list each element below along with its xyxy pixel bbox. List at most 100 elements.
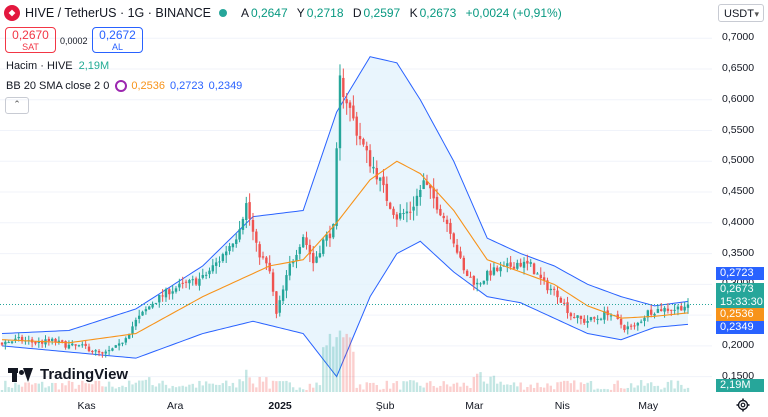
volume-bar: [362, 389, 365, 392]
buy-button[interactable]: 0,2672 AL: [92, 27, 143, 53]
candle-body: [278, 300, 281, 313]
volume-bar: [305, 389, 308, 392]
candle-body: [509, 262, 512, 267]
candle-body: [583, 318, 586, 323]
volume-bar: [158, 383, 161, 392]
candle-body: [275, 291, 278, 314]
candle-body: [348, 102, 352, 108]
volume-indicator-value: 2,19M: [78, 60, 110, 72]
candle-body: [512, 266, 516, 269]
volume-bar: [609, 389, 613, 392]
volume-bar: [372, 382, 375, 392]
candle-body: [516, 262, 519, 269]
candle-body: [536, 273, 539, 275]
volume-bar: [469, 388, 472, 392]
candle-body: [131, 326, 134, 334]
volume-bar: [663, 387, 666, 392]
candle-body: [104, 351, 107, 354]
volume-bar: [285, 380, 288, 392]
volume-bar: [506, 384, 509, 392]
volume-bar: [151, 385, 154, 392]
volume-bar: [342, 337, 345, 392]
tradingview-logo[interactable]: TradingView: [8, 366, 128, 383]
candle-body: [472, 276, 476, 285]
candle-body: [261, 256, 265, 258]
sell-button[interactable]: 0,2670 SAT: [5, 27, 56, 53]
bb-upper-line: [1, 56, 689, 335]
volume-bar: [676, 380, 680, 392]
candle-body: [338, 75, 342, 149]
candle-body: [562, 302, 566, 304]
gear-icon[interactable]: [736, 398, 750, 412]
volume-bar: [20, 386, 24, 392]
volume-bar: [546, 383, 549, 392]
volume-bar: [639, 380, 643, 392]
candle-body: [20, 336, 24, 342]
volume-bar: [623, 388, 626, 392]
volume-bar: [121, 385, 124, 392]
collapse-legend-button[interactable]: ⌃: [5, 97, 29, 114]
volume-bar: [552, 389, 556, 392]
volume-bar: [626, 387, 629, 392]
volume-bar: [81, 380, 84, 392]
volume-bar: [27, 382, 30, 392]
volume-indicator-legend[interactable]: Hacim · HIVE 2,19M: [6, 60, 109, 72]
candle-body: [636, 322, 640, 326]
volume-bar: [318, 385, 322, 392]
candle-body: [298, 247, 302, 254]
candle-body: [365, 145, 368, 151]
volume-bar: [499, 381, 502, 392]
candle-body: [663, 307, 666, 312]
candle-body: [599, 318, 603, 320]
last-price-tag: 0,2673 15:33:30: [716, 283, 764, 309]
volume-bar: [509, 384, 512, 392]
currency-dropdown[interactable]: USDT: [718, 4, 764, 23]
candle-body: [539, 274, 542, 279]
volume-bar: [419, 385, 422, 392]
volume-bar: [653, 386, 656, 392]
time-axis-label: Mar: [465, 400, 484, 412]
candle-body: [301, 237, 305, 248]
bb-upper-value: 0,2723: [170, 80, 204, 92]
price-axis-label: 0,1500: [722, 369, 755, 382]
candle-body: [194, 278, 198, 285]
candle-body: [445, 219, 449, 224]
candle-body: [399, 213, 402, 219]
volume-bar: [435, 387, 439, 392]
volume-indicator-label: Hacim · HIVE: [6, 60, 73, 72]
candle-body: [442, 215, 445, 219]
ohlc-change: +0,0024 (+0,91%): [465, 6, 562, 20]
volume-bar: [71, 381, 74, 392]
volume-bar: [522, 389, 526, 392]
candle-body: [221, 254, 225, 262]
symbol-title[interactable]: HIVE / TetherUS · 1G · BINANCE: [25, 6, 211, 20]
volume-bar: [599, 389, 603, 392]
candle-body: [198, 278, 201, 286]
volume-bar: [204, 381, 208, 392]
volume-bar: [117, 387, 121, 392]
buy-label: AL: [111, 42, 123, 52]
volume-bar: [228, 386, 231, 392]
candle-body: [17, 337, 20, 339]
volume-bar: [174, 387, 178, 392]
candle-body: [415, 195, 419, 206]
candle-body: [465, 270, 469, 277]
volume-bar: [171, 385, 174, 392]
candle-body: [603, 311, 606, 320]
volume-bar: [536, 382, 539, 392]
candle-body: [0, 342, 4, 345]
price-axis-label: 0,7000: [722, 31, 755, 44]
candle-body: [308, 244, 312, 255]
bb-indicator-legend[interactable]: BB 20 SMA close 2 0 0,2536 0,2723 0,2349: [6, 80, 242, 92]
candle-body: [496, 267, 499, 271]
volume-bar: [516, 386, 519, 392]
volume-bar: [248, 377, 251, 392]
volume-bar: [295, 389, 298, 392]
time-axis-label: Ara: [166, 400, 184, 412]
candle-body: [291, 261, 295, 264]
candle-body: [37, 341, 41, 343]
candle-body: [462, 257, 465, 271]
candle-body: [154, 303, 158, 305]
candle-body: [54, 338, 57, 343]
